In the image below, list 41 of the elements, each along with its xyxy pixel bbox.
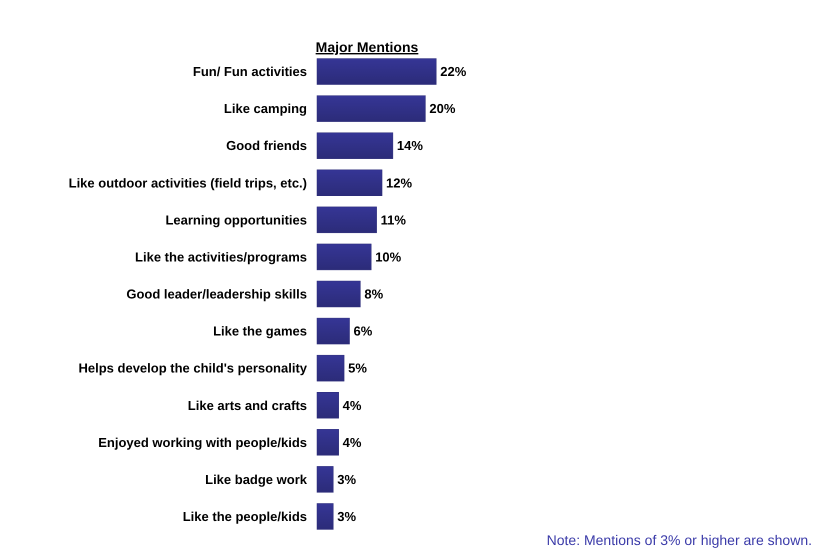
y-tick-label: Like outdoor activities (field trips, etc.)	[68, 175, 307, 190]
bar	[316, 132, 394, 159]
bar	[316, 280, 361, 308]
data-label: 3%	[337, 472, 356, 487]
y-tick-label: Fun/ Fun activities	[192, 64, 307, 80]
y-tick-label: Like the games	[213, 324, 307, 339]
y-tick-label: Helps develop the child's personality	[78, 360, 308, 376]
data-label: 12%	[386, 175, 412, 190]
text: Note: Mentions of 3% or higher are shown.	[546, 532, 812, 548]
bar	[316, 206, 377, 234]
chart-title: Major Mentions	[316, 39, 419, 55]
data-label: 22%	[440, 64, 467, 80]
bar	[316, 429, 339, 456]
y-tick-label: Good leader/leadership skills	[126, 286, 307, 302]
data-label: 14%	[396, 138, 424, 154]
data-label: 3%	[337, 509, 356, 524]
data-label: 4%	[342, 434, 362, 450]
y-tick-label: Like camping	[224, 101, 308, 116]
y-tick-label: Like the activities/programs	[135, 249, 307, 264]
data-label: 20%	[429, 101, 456, 116]
bar	[316, 354, 344, 382]
data-label: 4%	[342, 398, 362, 413]
bar	[316, 58, 436, 85]
bar	[316, 244, 372, 270]
bar	[316, 318, 350, 344]
y-tick-label: Like arts and crafts	[188, 398, 307, 413]
y-tick-label: Learning opportunities	[165, 212, 307, 228]
data-label: 11%	[380, 212, 406, 228]
bar	[316, 392, 339, 418]
data-label: 6%	[354, 324, 373, 339]
bar	[316, 466, 334, 493]
bar	[316, 503, 334, 530]
data-label: 5%	[348, 360, 368, 376]
data-label: 8%	[364, 286, 384, 302]
y-tick-label: Like badge work	[205, 472, 308, 487]
y-tick-label: Good friends	[226, 138, 307, 154]
data-label: 10%	[375, 249, 402, 264]
bar	[316, 170, 382, 196]
y-tick-label: Enjoyed working with people/kids	[98, 434, 307, 450]
bar	[316, 95, 426, 122]
y-tick-label: Like the people/kids	[182, 509, 307, 524]
